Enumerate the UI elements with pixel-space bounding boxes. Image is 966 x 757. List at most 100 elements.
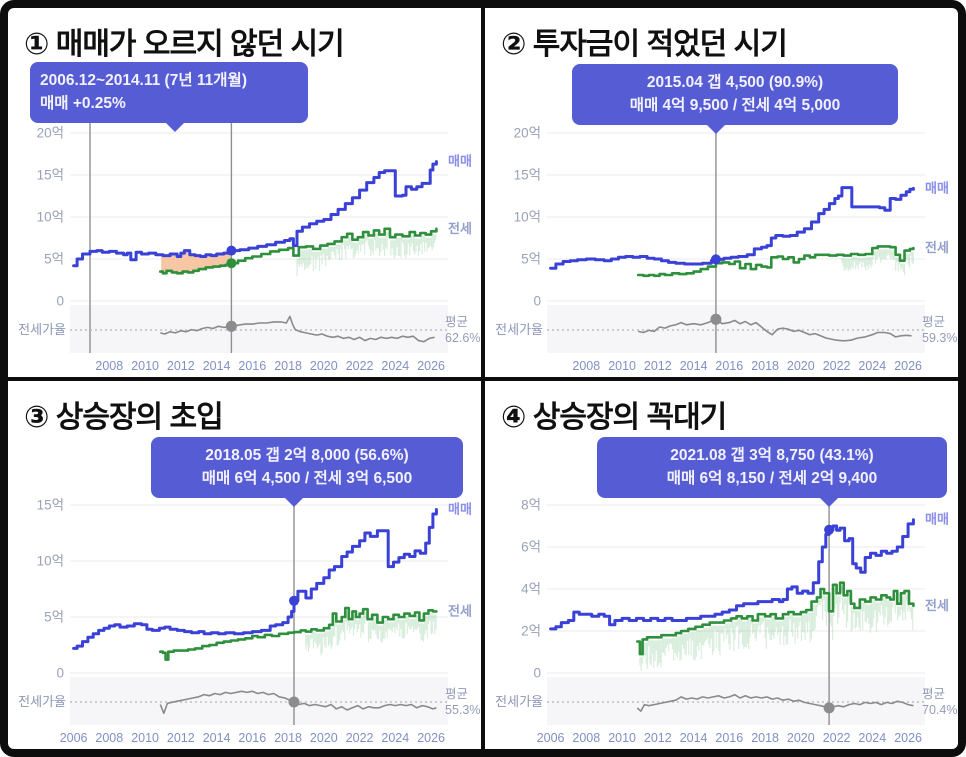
svg-text:전세가율: 전세가율 bbox=[18, 322, 66, 337]
svg-text:0: 0 bbox=[56, 666, 64, 681]
svg-text:4억: 4억 bbox=[521, 582, 541, 597]
svg-text:2014: 2014 bbox=[203, 359, 231, 373]
svg-text:전세가율: 전세가율 bbox=[495, 322, 543, 337]
svg-text:20억: 20억 bbox=[37, 126, 64, 141]
svg-text:2018: 2018 bbox=[751, 359, 779, 373]
svg-text:2024: 2024 bbox=[381, 359, 409, 373]
svg-text:2014: 2014 bbox=[680, 731, 708, 745]
tooltip-prices: 매매 +0.25% bbox=[40, 95, 126, 113]
svg-text:2024: 2024 bbox=[858, 359, 886, 373]
chart-tooltip: 2006.12~2014.11 (7년 11개월) 매매 +0.25% bbox=[30, 62, 308, 132]
svg-text:2022: 2022 bbox=[346, 731, 374, 745]
svg-text:전세: 전세 bbox=[448, 221, 472, 236]
svg-text:15억: 15억 bbox=[37, 168, 64, 183]
tooltip-pointer bbox=[284, 496, 304, 507]
svg-text:전세가율: 전세가율 bbox=[495, 694, 543, 709]
svg-text:15억: 15억 bbox=[514, 168, 541, 183]
panel-2-small-gap-period: ② 투자금이 적었던 시기 2015.04 갭 4,500 (90.9%) 매매… bbox=[485, 8, 958, 377]
svg-text:2018: 2018 bbox=[274, 731, 302, 745]
svg-text:2억: 2억 bbox=[521, 624, 541, 639]
panel-1-no-rise-period: ① 매매가 오르지 않던 시기 2006.12~2014.11 (7년 11개월… bbox=[8, 8, 481, 377]
svg-text:2012: 2012 bbox=[644, 359, 672, 373]
svg-text:2012: 2012 bbox=[644, 731, 672, 745]
svg-text:2014: 2014 bbox=[680, 359, 708, 373]
svg-text:10억: 10억 bbox=[514, 210, 541, 225]
tooltip-period: 2021.08 갭 3억 8,750 (43.1%) bbox=[670, 447, 874, 464]
price-chart[interactable]: 15억 10억 5억 0 2006 2008 2010 2012 2014 2016 2018 202… bbox=[8, 477, 481, 749]
tooltip-pointer bbox=[706, 123, 726, 134]
svg-text:2022: 2022 bbox=[346, 359, 374, 373]
svg-text:전세: 전세 bbox=[925, 240, 949, 255]
svg-text:2016: 2016 bbox=[238, 359, 266, 373]
svg-text:2012: 2012 bbox=[167, 731, 195, 745]
panel-title: ④ 상승장의 꼭대기 bbox=[501, 401, 727, 434]
svg-text:2018: 2018 bbox=[274, 359, 302, 373]
svg-text:평균: 평균 bbox=[445, 315, 468, 329]
svg-text:55.3%: 55.3% bbox=[445, 703, 480, 717]
tooltip-pointer bbox=[165, 121, 185, 132]
svg-text:2006: 2006 bbox=[537, 731, 565, 745]
svg-text:2016: 2016 bbox=[715, 359, 743, 373]
svg-text:2026: 2026 bbox=[894, 359, 922, 373]
svg-text:평균: 평균 bbox=[922, 315, 945, 329]
svg-text:2008: 2008 bbox=[572, 359, 600, 373]
svg-text:6억: 6억 bbox=[521, 540, 541, 555]
svg-text:2018: 2018 bbox=[751, 731, 779, 745]
svg-text:평균: 평균 bbox=[445, 687, 468, 701]
svg-text:8억: 8억 bbox=[521, 498, 541, 513]
tooltip-period: 2018.05 갭 2억 8,000 (56.6%) bbox=[205, 447, 409, 464]
svg-text:2008: 2008 bbox=[572, 731, 600, 745]
svg-text:0: 0 bbox=[533, 666, 541, 681]
tooltip-prices: 매매 6억 8,150 / 전세 2억 9,400 bbox=[666, 470, 878, 488]
svg-text:62.6%: 62.6% bbox=[445, 331, 480, 345]
svg-text:2020: 2020 bbox=[787, 359, 815, 373]
svg-text:매매: 매매 bbox=[925, 180, 949, 195]
svg-text:전세: 전세 bbox=[448, 603, 472, 618]
tooltip-pointer bbox=[819, 496, 839, 507]
tooltip-prices: 매매 6억 4,500 / 전세 3억 6,500 bbox=[201, 470, 413, 488]
svg-text:5억: 5억 bbox=[521, 252, 541, 267]
svg-text:2026: 2026 bbox=[417, 359, 445, 373]
svg-text:5억: 5억 bbox=[44, 252, 64, 267]
price-chart[interactable]: 20억 15억 10억 5억 0 2008 2010 2012 2014 2016 2018 2020… bbox=[8, 105, 481, 377]
svg-text:59.3%: 59.3% bbox=[922, 331, 957, 345]
svg-text:0: 0 bbox=[56, 294, 64, 309]
svg-text:2022: 2022 bbox=[823, 731, 851, 745]
svg-text:전세가율: 전세가율 bbox=[18, 694, 66, 709]
svg-text:2016: 2016 bbox=[715, 731, 743, 745]
svg-text:15억: 15억 bbox=[37, 498, 64, 513]
svg-text:2026: 2026 bbox=[417, 731, 445, 745]
price-chart[interactable]: 20억 15억 10억 5억 0 2008 2010 2012 2014 2016 2018 2020… bbox=[485, 105, 958, 377]
panel-title: ① 매매가 오르지 않던 시기 bbox=[24, 28, 345, 61]
chart-tooltip: 2015.04 갭 4,500 (90.9%) 매매 4억 9,500 / 전세… bbox=[572, 64, 898, 134]
svg-text:매매: 매매 bbox=[448, 502, 472, 517]
svg-text:2010: 2010 bbox=[131, 359, 159, 373]
svg-text:0: 0 bbox=[533, 294, 541, 309]
svg-text:2024: 2024 bbox=[381, 731, 409, 745]
svg-text:2016: 2016 bbox=[238, 731, 266, 745]
price-chart[interactable]: 8억 6억 4억 2억 0 2006 2008 2010 2012 2014 2016 2018 202… bbox=[485, 477, 958, 749]
svg-text:2012: 2012 bbox=[167, 359, 195, 373]
svg-text:5억: 5억 bbox=[44, 610, 64, 625]
svg-text:매매: 매매 bbox=[448, 154, 472, 169]
chart-tooltip: 2021.08 갭 3억 8,750 (43.1%) 매매 6억 8,150 /… bbox=[597, 437, 947, 507]
tooltip-prices: 매매 4억 9,500 / 전세 4억 5,000 bbox=[629, 97, 841, 115]
svg-text:2008: 2008 bbox=[95, 731, 123, 745]
svg-text:매매: 매매 bbox=[925, 512, 949, 527]
panel-4-bull-market-top: ④ 상승장의 꼭대기 2021.08 갭 3억 8,750 (43.1%) 매매… bbox=[485, 381, 958, 749]
panel-title: ③ 상승장의 초입 bbox=[24, 401, 224, 434]
svg-text:평균: 평균 bbox=[922, 687, 945, 701]
svg-text:전세: 전세 bbox=[925, 598, 949, 613]
svg-text:2020: 2020 bbox=[310, 731, 338, 745]
tooltip-period: 2015.04 갭 4,500 (90.9%) bbox=[646, 74, 824, 91]
panel-title: ② 투자금이 적었던 시기 bbox=[501, 28, 788, 61]
svg-text:2008: 2008 bbox=[95, 359, 123, 373]
svg-text:10억: 10억 bbox=[37, 210, 64, 225]
svg-text:2026: 2026 bbox=[894, 731, 922, 745]
chart-tooltip: 2018.05 갭 2억 8,000 (56.6%) 매매 6억 4,500 /… bbox=[151, 437, 463, 507]
svg-text:2020: 2020 bbox=[787, 731, 815, 745]
svg-text:20억: 20억 bbox=[514, 126, 541, 141]
svg-text:2006: 2006 bbox=[60, 731, 88, 745]
panel-3-bull-market-start: ③ 상승장의 초입 2018.05 갭 2억 8,000 (56.6%) 매매 … bbox=[8, 381, 481, 749]
